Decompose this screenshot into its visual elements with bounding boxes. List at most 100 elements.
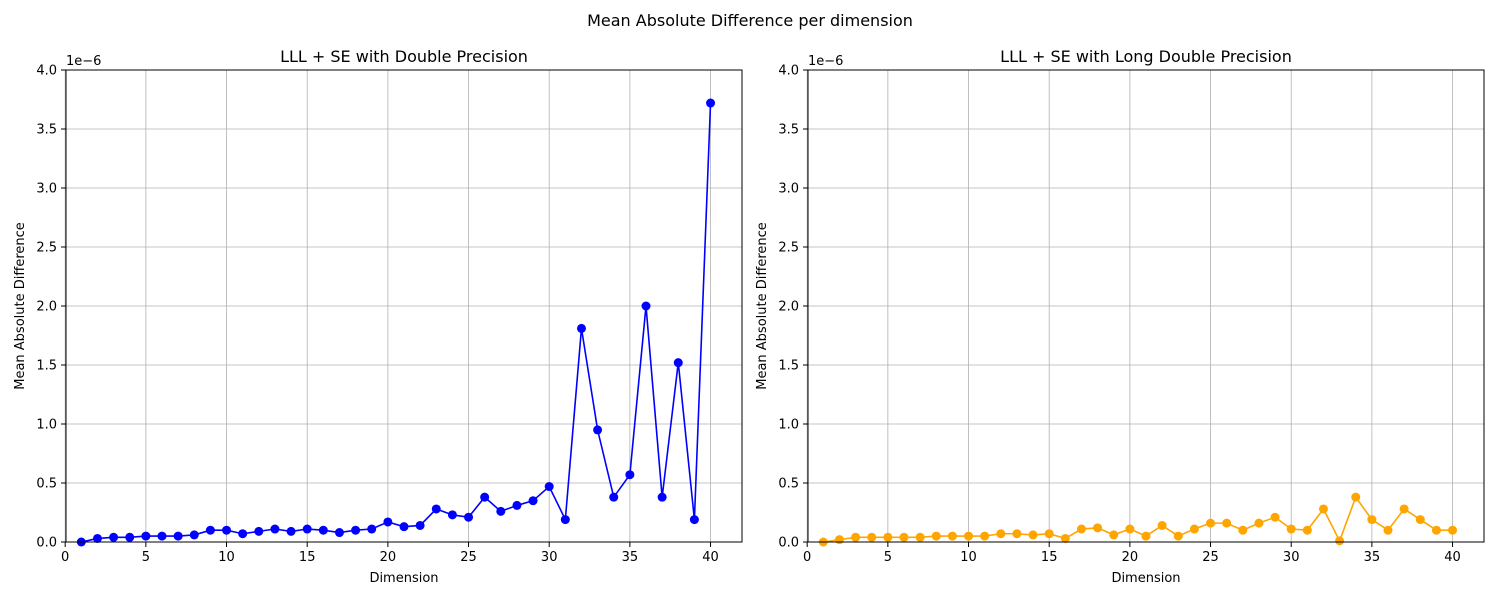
x-tick-label: 5 bbox=[142, 550, 150, 565]
data-point bbox=[415, 520, 425, 530]
data-point bbox=[673, 358, 683, 368]
x-tick-label: 30 bbox=[1283, 550, 1300, 565]
data-point bbox=[867, 532, 877, 542]
x-tick-label: 5 bbox=[884, 550, 892, 565]
data-point bbox=[1109, 530, 1119, 540]
x-tick-label: 25 bbox=[1202, 550, 1219, 565]
x-tick-label: 20 bbox=[380, 550, 397, 565]
chart-title: LLL + SE with Long Double Precision bbox=[1000, 47, 1292, 66]
data-point bbox=[915, 532, 925, 542]
data-point bbox=[367, 524, 377, 534]
data-point bbox=[689, 515, 699, 525]
y-tick-label: 2.0 bbox=[778, 300, 799, 315]
data-point bbox=[964, 531, 974, 541]
data-point bbox=[996, 529, 1006, 539]
data-point bbox=[318, 525, 328, 535]
data-point bbox=[205, 525, 215, 535]
data-point bbox=[593, 425, 603, 435]
data-point bbox=[931, 531, 941, 541]
x-tick-label: 40 bbox=[1444, 550, 1461, 565]
data-point bbox=[657, 492, 667, 502]
data-point bbox=[1044, 529, 1054, 539]
data-point bbox=[383, 517, 393, 527]
data-point bbox=[334, 528, 344, 538]
data-point bbox=[1060, 533, 1070, 543]
data-point bbox=[883, 532, 893, 542]
data-point bbox=[157, 531, 167, 541]
data-point bbox=[576, 323, 586, 333]
data-point bbox=[560, 515, 570, 525]
data-point bbox=[1448, 525, 1458, 535]
data-point bbox=[238, 529, 248, 539]
data-point bbox=[92, 533, 102, 543]
data-point bbox=[1222, 518, 1232, 528]
y-tick-label: 0.0 bbox=[36, 536, 57, 551]
data-point bbox=[1141, 531, 1151, 541]
x-tick-label: 35 bbox=[1364, 550, 1381, 565]
y-axis-label: Mean Absolute Difference bbox=[755, 222, 770, 390]
data-point bbox=[1431, 525, 1441, 535]
data-point bbox=[1351, 492, 1361, 502]
data-point bbox=[512, 500, 522, 510]
data-point bbox=[189, 530, 199, 540]
y-axis-label: Mean Absolute Difference bbox=[13, 222, 28, 390]
data-point bbox=[544, 482, 554, 492]
data-point bbox=[834, 535, 844, 545]
data-point bbox=[609, 492, 619, 502]
data-point bbox=[1125, 524, 1135, 534]
data-point bbox=[1173, 531, 1183, 541]
series-line bbox=[81, 103, 712, 543]
y-tick-label: 3.5 bbox=[36, 123, 57, 138]
y-tick-label: 3.5 bbox=[778, 123, 799, 138]
x-tick-label: 40 bbox=[702, 550, 719, 565]
x-tick-label: 20 bbox=[1122, 550, 1139, 565]
y-tick-label: 1.5 bbox=[36, 359, 57, 374]
data-point bbox=[270, 524, 280, 534]
y-tick-label: 0.5 bbox=[36, 477, 57, 492]
data-point bbox=[528, 496, 538, 506]
x-axis-label: Dimension bbox=[1111, 571, 1180, 586]
figure-suptitle: Mean Absolute Difference per dimension bbox=[587, 11, 913, 30]
x-tick-label: 0 bbox=[61, 550, 69, 565]
x-tick-label: 10 bbox=[218, 550, 235, 565]
y-tick-label: 2.0 bbox=[36, 300, 57, 315]
data-point bbox=[980, 531, 990, 541]
y-tick-label: 1.0 bbox=[778, 418, 799, 433]
x-tick-label: 30 bbox=[541, 550, 558, 565]
y-tick-label: 2.5 bbox=[778, 241, 799, 256]
x-tick-label: 15 bbox=[299, 550, 316, 565]
data-point bbox=[302, 524, 312, 534]
y-tick-label: 0.0 bbox=[778, 536, 799, 551]
data-point bbox=[173, 531, 183, 541]
y-tick-label: 3.0 bbox=[36, 182, 57, 197]
x-tick-label: 35 bbox=[622, 550, 639, 565]
x-tick-label: 15 bbox=[1041, 550, 1058, 565]
data-point bbox=[254, 526, 264, 536]
data-point bbox=[109, 532, 119, 542]
y-tick-label: 3.0 bbox=[778, 182, 799, 197]
data-point bbox=[447, 510, 457, 520]
data-point bbox=[1189, 524, 1199, 534]
data-point bbox=[431, 504, 441, 514]
data-point bbox=[125, 532, 135, 542]
x-tick-label: 0 bbox=[803, 550, 811, 565]
data-point bbox=[351, 525, 361, 535]
data-point bbox=[1399, 504, 1409, 514]
data-point bbox=[496, 506, 506, 516]
data-point bbox=[851, 532, 861, 542]
data-point bbox=[1076, 524, 1086, 534]
data-point bbox=[1302, 525, 1312, 535]
chart-panel-double: 0 5 10 15 20 25 30 35 40 0.0 0.5 1.0 1.5 2.0 2.5 3.0 3.5… bbox=[13, 47, 743, 586]
y-tick-label: 1.0 bbox=[36, 418, 57, 433]
data-point bbox=[1318, 504, 1328, 514]
data-point bbox=[1335, 536, 1345, 546]
y-tick-label: 1.5 bbox=[778, 359, 799, 374]
data-point bbox=[899, 532, 909, 542]
data-point bbox=[625, 470, 635, 480]
chart-panel-long-double: 0 5 10 15 20 25 30 35 40 0.0 0.5 1.0 1.5 2.0 2.5 3.0 3.5… bbox=[755, 47, 1485, 586]
data-point bbox=[641, 301, 651, 311]
chart-title: LLL + SE with Double Precision bbox=[280, 47, 528, 66]
y-tick-label: 4.0 bbox=[778, 64, 799, 79]
y-tick-label: 0.5 bbox=[778, 477, 799, 492]
